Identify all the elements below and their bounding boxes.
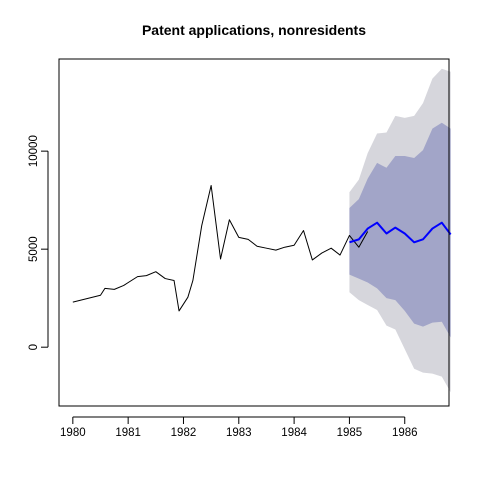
x-tick-label: 1983 xyxy=(226,427,252,439)
x-tick-label: 1986 xyxy=(392,427,418,439)
history-line xyxy=(73,185,368,310)
x-tick-label: 1985 xyxy=(337,427,363,439)
y-tick-label: 10000 xyxy=(28,135,40,167)
x-tick-label: 1981 xyxy=(115,427,141,439)
y-tick-label: 5000 xyxy=(28,236,40,262)
x-axis: 1980 1981 1982 1983 1984 1985 1986 xyxy=(60,417,418,439)
y-axis: 0 5000 10000 xyxy=(28,135,48,350)
x-tick-label: 1982 xyxy=(171,427,197,439)
x-tick-label: 1984 xyxy=(281,427,307,439)
x-tick-label: 1980 xyxy=(60,427,86,439)
y-tick-label: 0 xyxy=(28,344,40,350)
chart-title: Patent applications, nonresidents xyxy=(142,22,366,38)
